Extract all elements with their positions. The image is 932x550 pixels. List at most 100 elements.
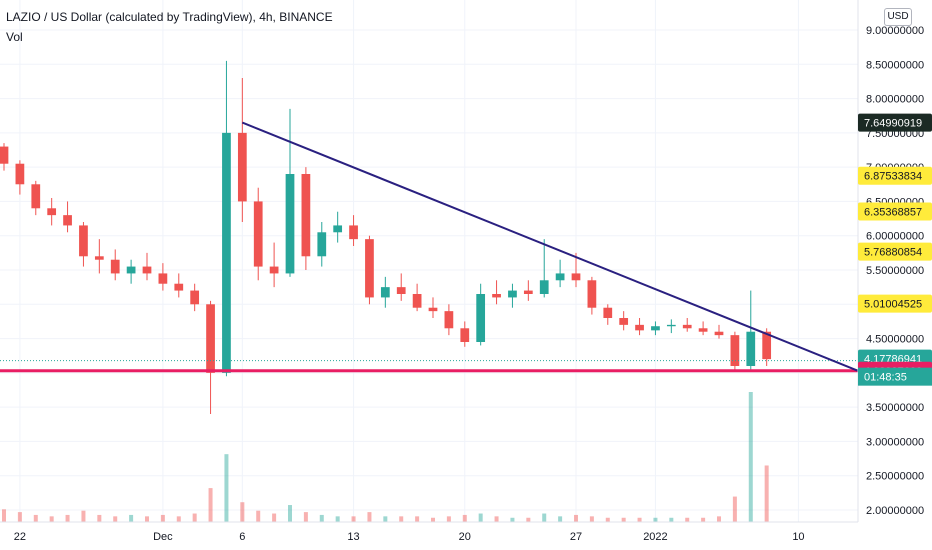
- volume-bar: [129, 514, 134, 522]
- countdown-label: 01:48:35: [864, 372, 907, 384]
- volume-bar: [542, 513, 547, 522]
- volume-bar: [431, 517, 435, 522]
- candle-body: [412, 294, 422, 308]
- candle-body: [619, 318, 629, 325]
- volume-bar: [303, 512, 308, 522]
- volume-bar: [256, 510, 261, 522]
- price-tag: 6.35368857: [858, 202, 932, 221]
- candle-body: [492, 294, 501, 298]
- y-tick-label: 4.50000000: [866, 334, 924, 346]
- y-tick-label: 6.00000000: [866, 231, 924, 243]
- volume-bar: [685, 517, 690, 522]
- volume-bar: [367, 512, 372, 522]
- volume-bar: [192, 513, 197, 522]
- candle-body: [47, 208, 57, 216]
- volume-bar: [176, 516, 181, 522]
- candle-body: [0, 146, 9, 164]
- volume-bar: [288, 505, 292, 522]
- candle-body: [142, 266, 152, 274]
- candle-body: [460, 328, 470, 342]
- x-tick-label: Dec: [153, 531, 173, 543]
- candle-body: [126, 266, 136, 274]
- candle-body: [730, 335, 740, 366]
- axes: 9.000000008.500000008.000000007.50000000…: [0, 0, 924, 543]
- descending-trend-line: [241, 121, 859, 372]
- candle-body: [380, 287, 390, 298]
- price-tag-bg: [858, 113, 932, 132]
- x-tick-label: 6: [239, 531, 245, 543]
- candle-body: [31, 184, 41, 209]
- chart-title: LAZIO / US Dollar (calculated by Trading…: [6, 10, 333, 24]
- price-tag-bg: [858, 202, 932, 221]
- volume-bar: [574, 514, 578, 522]
- candle-body: [523, 290, 533, 294]
- candle-body: [603, 307, 613, 318]
- y-tick-label: 2.50000000: [866, 471, 924, 483]
- volume-bar: [510, 517, 515, 522]
- y-tick-label: 3.00000000: [866, 436, 924, 448]
- volume-indicator-label[interactable]: Vol: [6, 30, 23, 44]
- y-tick-label: 8.00000000: [866, 94, 924, 106]
- volume-bar: [113, 516, 118, 522]
- volume-bar: [97, 514, 102, 522]
- volume-bar: [748, 392, 753, 522]
- candle-body: [349, 225, 358, 240]
- x-tick-label: 22: [14, 531, 26, 543]
- candle-body: [301, 174, 311, 257]
- candle-body: [158, 273, 168, 284]
- candle-body: [587, 280, 597, 308]
- candle-body: [237, 132, 247, 202]
- volume-bar: [494, 516, 499, 522]
- volume-bar: [160, 514, 165, 522]
- volume-bar: [208, 488, 213, 522]
- x-tick-label: 10: [792, 531, 804, 543]
- volume-bar: [224, 454, 229, 522]
- candle-body: [317, 232, 327, 257]
- volume-bar: [621, 517, 626, 522]
- candle-body: [79, 225, 88, 257]
- volume-bar: [240, 502, 245, 522]
- volume-bar: [637, 517, 642, 522]
- volume-bar: [669, 517, 674, 522]
- currency-button[interactable]: USD: [884, 8, 912, 26]
- price-tag: 6.87533834: [858, 166, 932, 185]
- volume-bar: [558, 516, 563, 522]
- price-tag-label: 7.64990919: [864, 118, 922, 130]
- candle-body: [762, 331, 772, 360]
- volume-bar: [65, 514, 70, 522]
- price-tag-label: 5.76880854: [864, 247, 922, 259]
- volume-bar: [446, 516, 451, 522]
- candle-body: [365, 239, 374, 298]
- price-tag: 5.01004525: [858, 294, 932, 313]
- candle-body: [285, 174, 295, 274]
- volume-bar: [717, 516, 721, 522]
- volume-bar: [764, 465, 769, 522]
- candle-body: [476, 294, 486, 342]
- volume-bar: [145, 516, 149, 522]
- price-tag-bg: [858, 242, 932, 261]
- candle-body: [666, 324, 676, 327]
- candle-body: [651, 326, 660, 331]
- candle-body: [15, 163, 25, 185]
- candle-body: [190, 290, 200, 305]
- price-tag-label: 5.01004525: [864, 299, 922, 311]
- x-tick-label: 2022: [643, 531, 667, 543]
- candle-body: [682, 324, 692, 329]
- price-tag-bg: [858, 294, 932, 313]
- volume-bar: [49, 516, 54, 522]
- drawings: [0, 121, 859, 373]
- candle-body: [571, 273, 581, 281]
- price-tag-label: 6.87533834: [864, 171, 922, 183]
- x-tick-label: 27: [570, 531, 582, 543]
- volume-bars: [2, 392, 769, 522]
- candle-body: [174, 283, 184, 291]
- x-tick-label: 13: [347, 531, 359, 543]
- candle-body: [63, 215, 72, 226]
- y-tick-label: 9.00000000: [866, 25, 924, 37]
- volume-bar: [653, 517, 658, 522]
- candle-body: [444, 311, 454, 329]
- countdown-bg: [858, 367, 932, 386]
- grid: [0, 0, 858, 522]
- volume-bar: [526, 517, 531, 522]
